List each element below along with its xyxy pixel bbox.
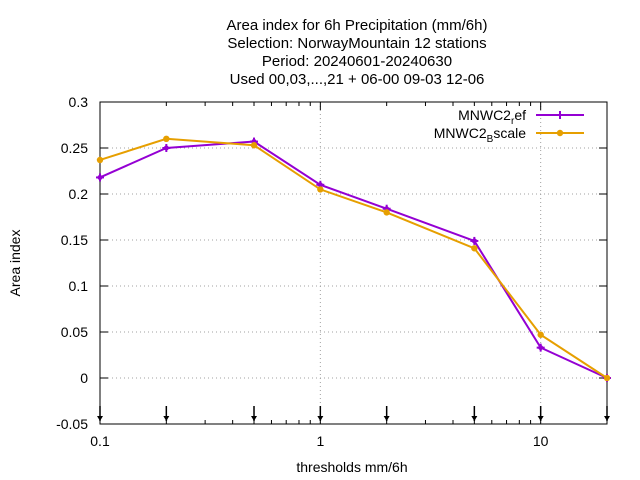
tick-labels: -0.05 0 0.05 0.1 0.15 0.2 0.25 0.3 0.1 1 10 bbox=[56, 94, 549, 449]
threshold-marker-head bbox=[604, 416, 610, 421]
threshold-marker bbox=[317, 406, 324, 421]
x-tick-label: 0.1 bbox=[90, 433, 110, 449]
threshold-marker-head bbox=[251, 416, 258, 421]
axes bbox=[99, 101, 608, 425]
series-2-point bbox=[317, 186, 324, 193]
point-mark-dot bbox=[317, 182, 323, 188]
series-1-point bbox=[96, 173, 104, 182]
title-line-4: Used 00,03,...,21 + 06-00 09-03 12-06 bbox=[230, 71, 485, 88]
series-group bbox=[96, 135, 611, 382]
x-tick-label: 1 bbox=[316, 433, 324, 449]
title-line-2: Selection: NorwayMountain 12 stations bbox=[227, 35, 486, 52]
y-tick-label: 0.1 bbox=[69, 278, 89, 294]
point-mark-dot bbox=[97, 174, 103, 180]
x-axis-label: thresholds mm/6h bbox=[296, 459, 407, 475]
grid bbox=[100, 102, 607, 424]
y-tick-label: 0.05 bbox=[61, 324, 88, 340]
series-2-point bbox=[537, 331, 544, 338]
threshold-marker-head bbox=[383, 416, 390, 421]
threshold-marker-head bbox=[537, 416, 544, 421]
series-1-line bbox=[99, 140, 608, 379]
threshold-marker bbox=[163, 406, 170, 421]
legend-swatch-dot bbox=[556, 129, 564, 137]
y-axis-label: Area index bbox=[7, 230, 23, 297]
series-2-point bbox=[383, 209, 390, 216]
threshold-marker-head bbox=[317, 416, 324, 421]
title-line-3: Period: 20240601-20240630 bbox=[262, 53, 452, 70]
point-mark-dot bbox=[471, 238, 477, 244]
series-2-line bbox=[99, 137, 608, 379]
point-mark-dot bbox=[538, 345, 544, 351]
legend-entry-1: MNWC2ref bbox=[458, 107, 584, 127]
threshold-markers bbox=[97, 406, 610, 421]
legend-entry-2: MNWC2Bscale bbox=[434, 125, 584, 145]
chart-title: Area index for 6h Precipitation (mm/6h) … bbox=[227, 17, 488, 88]
threshold-marker bbox=[97, 406, 103, 421]
series-2-point bbox=[603, 374, 611, 382]
threshold-marker-head bbox=[471, 416, 478, 421]
threshold-marker-head bbox=[97, 416, 103, 421]
point-mark-dot bbox=[163, 145, 169, 151]
series-2-point bbox=[471, 245, 478, 252]
threshold-marker-head bbox=[163, 416, 170, 421]
threshold-marker bbox=[537, 406, 544, 421]
series-1-point bbox=[162, 144, 171, 152]
threshold-marker bbox=[471, 406, 478, 421]
series-1 bbox=[96, 137, 611, 382]
legend-label: MNWC2ref bbox=[458, 107, 526, 127]
series-1-point bbox=[536, 343, 545, 352]
plot-border bbox=[99, 101, 608, 425]
threshold-marker bbox=[251, 406, 258, 421]
series-2 bbox=[96, 135, 611, 382]
y-tick-label: 0.15 bbox=[61, 232, 88, 248]
y-tick-label: 0.2 bbox=[69, 186, 89, 202]
series-2-point bbox=[250, 142, 258, 149]
series-2-point bbox=[163, 135, 170, 142]
title-line-1: Area index for 6h Precipitation (mm/6h) bbox=[227, 17, 488, 34]
y-tick-label: -0.05 bbox=[56, 416, 88, 432]
x-tick-label: 10 bbox=[533, 433, 549, 449]
series-2-point bbox=[96, 156, 104, 164]
threshold-marker bbox=[383, 406, 390, 421]
threshold-marker bbox=[604, 406, 610, 421]
y-tick-label: 0 bbox=[80, 370, 88, 386]
y-tick-label: 0.25 bbox=[61, 140, 88, 156]
legend-label: MNWC2Bscale bbox=[434, 125, 526, 145]
y-tick-label: 0.3 bbox=[69, 94, 89, 110]
series-1-point bbox=[470, 236, 479, 245]
